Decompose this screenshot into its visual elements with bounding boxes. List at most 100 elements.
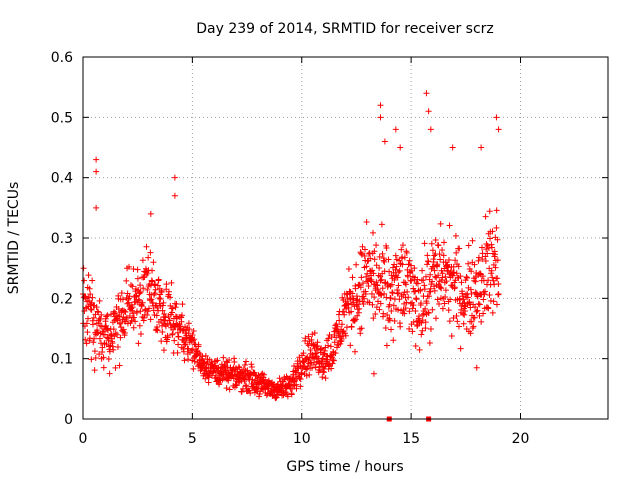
y-tick-label: 0.2 [51,291,73,307]
data-point [202,352,209,359]
data-point [386,301,393,308]
data-point [383,342,390,349]
data-point [442,273,449,280]
data-point [159,322,166,329]
data-point [130,266,137,273]
data-point [171,337,178,344]
data-point [123,314,130,321]
data-point [386,317,393,324]
data-point [100,354,107,361]
data-point [84,329,91,336]
data-point [416,346,423,353]
data-point [92,355,99,362]
data-point [486,291,493,298]
data-point [419,317,426,324]
data-point [436,251,443,258]
data-point [413,296,420,303]
data-point [488,270,495,277]
data-point [313,350,320,357]
data-point [104,334,111,341]
data-point [360,300,367,307]
data-point [486,208,493,215]
data-point [320,351,327,358]
data-point [426,339,433,346]
data-point [245,375,252,382]
data-point [391,276,398,283]
data-point [422,273,429,280]
data-point [475,257,482,264]
data-point [406,308,413,315]
data-point [190,365,197,372]
data-point [353,293,360,300]
data-point [99,344,106,351]
data-point [95,309,102,316]
data-point [180,326,187,333]
data-point [336,317,343,324]
data-point [392,252,399,259]
data-point [242,382,249,389]
data-point [361,246,368,253]
data-point [175,341,182,348]
data-point [163,286,170,293]
data-point [388,326,395,333]
data-point [144,311,151,318]
data-point [148,296,155,303]
data-point [214,357,221,364]
data-point [459,293,466,300]
data-point [423,90,430,97]
data-point [448,333,455,340]
data-point [93,156,100,163]
data-point [480,296,487,303]
data-point [126,263,133,270]
data-point [488,241,495,248]
data-point [352,348,358,355]
data-point [489,228,496,235]
data-point [104,312,111,319]
data-point [377,277,384,284]
data-point [364,270,371,277]
data-point [407,300,414,307]
data-point [80,265,87,272]
data-point [456,245,463,252]
data-point [152,281,159,288]
data-point [242,374,249,381]
data-point [369,267,376,274]
x-tick-label: 5 [188,431,197,447]
data-point [474,307,481,314]
data-point [137,330,144,337]
data-point [349,274,356,281]
data-point [449,144,456,151]
data-point [378,221,385,228]
data-point [179,301,186,308]
data-point [300,359,307,366]
data-point [427,326,434,333]
data-point [249,376,256,383]
data-point [167,322,174,329]
data-point [322,375,329,382]
data-point [437,284,444,291]
data-point [493,114,500,121]
data-point [169,309,176,316]
data-point [226,386,233,393]
data-point [137,308,144,315]
y-tick-label: 0 [64,412,73,428]
data-point [90,339,97,346]
data-point [298,369,305,376]
data-point [132,318,139,325]
data-point [377,114,384,121]
data-point [122,316,129,323]
data-point [412,343,419,349]
data-point [130,324,137,331]
data-point [446,222,453,229]
data-point [397,144,404,151]
data-point [410,285,417,292]
data-point [380,310,387,317]
data-point [162,314,169,321]
data-point [110,346,117,353]
data-point [387,295,394,302]
data-point [357,249,364,256]
data-point [472,304,479,311]
data-point [105,337,112,344]
data-point [468,318,475,325]
data-point [185,330,192,337]
